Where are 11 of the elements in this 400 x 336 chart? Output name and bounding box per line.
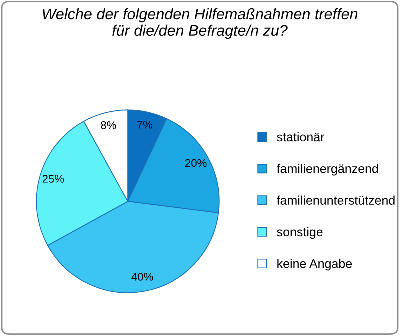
legend-label: stationär: [277, 132, 325, 142]
legend-label: familienergänzend: [276, 164, 378, 176]
data-label: 40%: [132, 273, 154, 281]
chart-title: Welche der folgenden Hilfemaßnahmen treffen für die/den Befragte/n zu?: [43, 8, 358, 40]
legend-label: familienunterstützend: [276, 196, 395, 205]
data-label: 20%: [186, 159, 207, 168]
data-label: 8%: [101, 121, 116, 130]
legend-label: sonstige: [277, 227, 323, 240]
data-label: 25%: [42, 175, 64, 183]
legend-label: keine Angabe: [278, 259, 352, 271]
data-label: 7%: [137, 120, 153, 129]
